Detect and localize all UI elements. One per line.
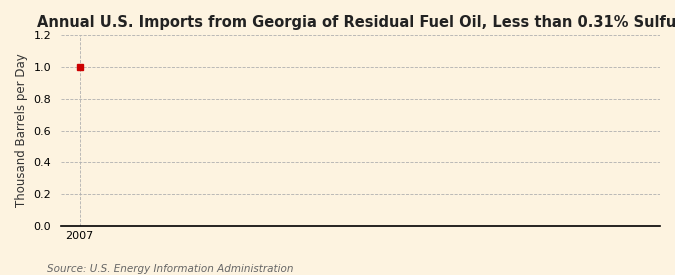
Text: Source: U.S. Energy Information Administration: Source: U.S. Energy Information Administ… (47, 264, 294, 274)
Y-axis label: Thousand Barrels per Day: Thousand Barrels per Day (15, 54, 28, 207)
Title: Annual U.S. Imports from Georgia of Residual Fuel Oil, Less than 0.31% Sulfur: Annual U.S. Imports from Georgia of Resi… (37, 15, 675, 30)
